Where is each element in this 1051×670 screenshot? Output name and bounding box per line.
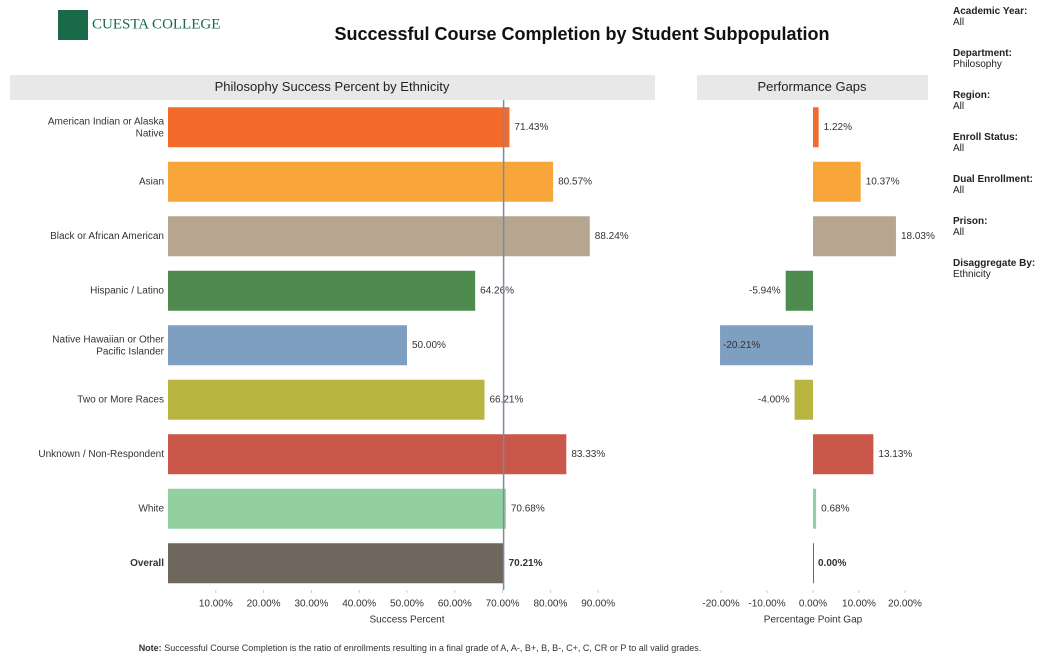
value-label: 83.33% (571, 449, 605, 460)
chart-title: Philosophy Success Percent by Ethnicity (215, 79, 450, 94)
value-label: -5.94% (749, 285, 781, 296)
bar (168, 270, 476, 311)
bar (794, 379, 813, 420)
filter-value: Ethnicity (953, 269, 991, 280)
value-label: -20.21% (723, 340, 760, 351)
value-label: 71.43% (514, 122, 548, 133)
bar (813, 161, 861, 202)
filter-panel: Academic Year: All Department: Philosophy Re… (953, 6, 1049, 300)
filter: Region: All (953, 90, 1049, 112)
filter: Academic Year: All (953, 6, 1049, 28)
logo-icon (58, 10, 88, 40)
filter-label: Prison: (953, 216, 988, 227)
value-label: 80.57% (558, 176, 592, 187)
x-axis-title: Success Percent (369, 615, 444, 626)
filter-label: Enroll Status: (953, 132, 1019, 143)
value-label: 10.37% (866, 176, 900, 187)
x-tick-label: -10.00% (748, 599, 785, 610)
x-tick-label: 90.00% (581, 599, 615, 610)
value-label: 0.68% (821, 503, 849, 514)
panel-header (697, 75, 928, 100)
filter-label: Academic Year: (953, 6, 1028, 17)
x-axis-title: Percentage Point Gap (764, 615, 863, 626)
x-tick-label: 80.00% (533, 599, 567, 610)
value-label: 88.24% (595, 231, 629, 242)
chart-title: Performance Gaps (757, 79, 867, 94)
category-label: American Indian or Alaska Native (48, 116, 165, 139)
value-label: 70.21% (509, 558, 543, 569)
value-label: 66.21% (489, 394, 523, 405)
value-label: -4.00% (758, 394, 790, 405)
filter: Enroll Status: All (953, 132, 1049, 154)
filter: Department: Philosophy (953, 48, 1049, 70)
bar (785, 270, 813, 311)
filter-value: All (953, 185, 965, 196)
bar (168, 379, 485, 420)
x-tick-label: 50.00% (390, 599, 424, 610)
category-label: Asian (139, 176, 164, 187)
filter-value: All (953, 101, 965, 112)
value-label: 70.68% (511, 503, 545, 514)
value-label: 1.22% (824, 122, 852, 133)
value-label: 0.00% (818, 558, 846, 569)
note-text: Successful Course Completion is the rati… (164, 643, 702, 653)
x-tick-label: 10.00% (842, 599, 876, 610)
value-label: 64.26% (480, 285, 514, 296)
filter-value: All (953, 143, 965, 154)
value-label: 50.00% (412, 340, 446, 351)
x-tick-label: 0.00% (799, 599, 827, 610)
note: Note: Successful Course Completion is th… (110, 643, 730, 654)
bar (168, 107, 510, 148)
bar (168, 216, 590, 257)
x-tick-label: -20.00% (702, 599, 739, 610)
category-label: Unknown / Non-Respondent (38, 449, 164, 460)
category-label: Black or African American (50, 231, 164, 242)
bar (813, 488, 817, 529)
x-tick-label: 20.00% (888, 599, 922, 610)
x-tick-label: 20.00% (247, 599, 281, 610)
filter: Dual Enrollment: All (953, 174, 1049, 196)
bar (168, 543, 504, 584)
filter-value: All (953, 227, 965, 238)
bar (813, 543, 814, 584)
filter: Disaggregate By: Ethnicity (953, 258, 1049, 280)
bar (813, 216, 896, 257)
filter-label: Department: (953, 48, 1012, 59)
filter-label: Region: (953, 90, 991, 101)
x-tick-label: 60.00% (438, 599, 472, 610)
value-label: 13.13% (878, 449, 912, 460)
bar (813, 107, 819, 148)
charts: CUESTA COLLEGE Successful Course Complet… (10, 10, 935, 626)
filter-label: Disaggregate By: (953, 258, 1036, 269)
x-tick-label: 40.00% (342, 599, 376, 610)
bar (720, 325, 813, 366)
category-label: Two or More Races (77, 394, 164, 405)
value-label: 18.03% (901, 231, 935, 242)
filter-label: Dual Enrollment: (953, 174, 1034, 185)
page-title: Successful Course Completion by Student … (334, 24, 829, 44)
bar (813, 434, 874, 475)
category-label: White (138, 503, 164, 514)
category-label: Native Hawaiian or Other Pacific Islander (52, 334, 164, 357)
panel-header (10, 75, 655, 100)
category-label: Overall (130, 558, 164, 569)
bar (168, 325, 407, 366)
logo-text: CUESTA COLLEGE (92, 16, 220, 32)
filter-value: All (953, 17, 965, 28)
x-tick-label: 30.00% (294, 599, 328, 610)
bar (168, 488, 506, 529)
filter-value: Philosophy (953, 59, 1002, 70)
category-label: Hispanic / Latino (90, 285, 164, 296)
x-tick-label: 10.00% (199, 599, 233, 610)
note-label: Note: (138, 643, 162, 653)
x-tick-label: 70.00% (486, 599, 520, 610)
bar (168, 434, 567, 475)
bar (168, 161, 554, 202)
filter: Prison: All (953, 216, 1049, 238)
